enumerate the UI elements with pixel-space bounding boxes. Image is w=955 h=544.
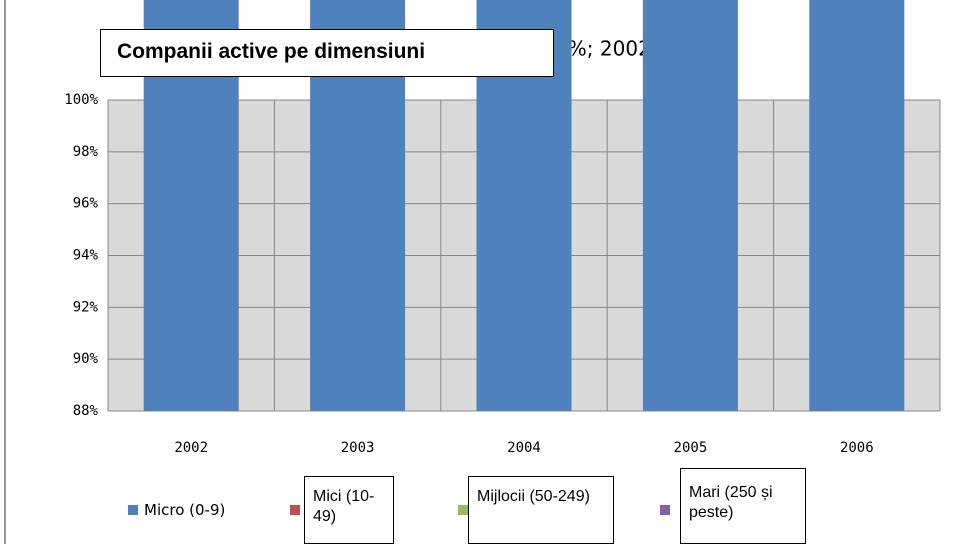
legend-marker xyxy=(290,505,300,515)
y-tick-label: 94% xyxy=(73,248,99,264)
legend-marker xyxy=(660,505,670,515)
y-tick-label: 96% xyxy=(73,196,99,212)
y-tick-label: 88% xyxy=(73,403,99,419)
chart-title: Companii active pe dimensiuni xyxy=(100,29,554,77)
bar-segment xyxy=(642,0,738,411)
legend-label: Mijlocii (50-249) xyxy=(468,476,614,544)
y-tick-label: 98% xyxy=(73,144,99,160)
x-tick-label: 2005 xyxy=(674,440,708,456)
legend-marker xyxy=(128,505,138,515)
bar-segment xyxy=(809,0,905,412)
y-tick-label: 90% xyxy=(73,351,99,367)
y-tick-label: 100% xyxy=(64,92,98,108)
legend-label: Micro (0-9) xyxy=(144,501,226,519)
legend-marker xyxy=(458,505,468,515)
legend-label: Mici (10-49) xyxy=(304,476,394,544)
x-tick-label: 2002 xyxy=(174,440,208,456)
y-tick-label: 92% xyxy=(73,299,99,315)
legend-label: Mari (250 și peste) xyxy=(680,468,806,544)
x-tick-label: 2003 xyxy=(341,440,375,456)
x-tick-label: 2006 xyxy=(840,440,874,456)
x-tick-label: 2004 xyxy=(507,440,541,456)
